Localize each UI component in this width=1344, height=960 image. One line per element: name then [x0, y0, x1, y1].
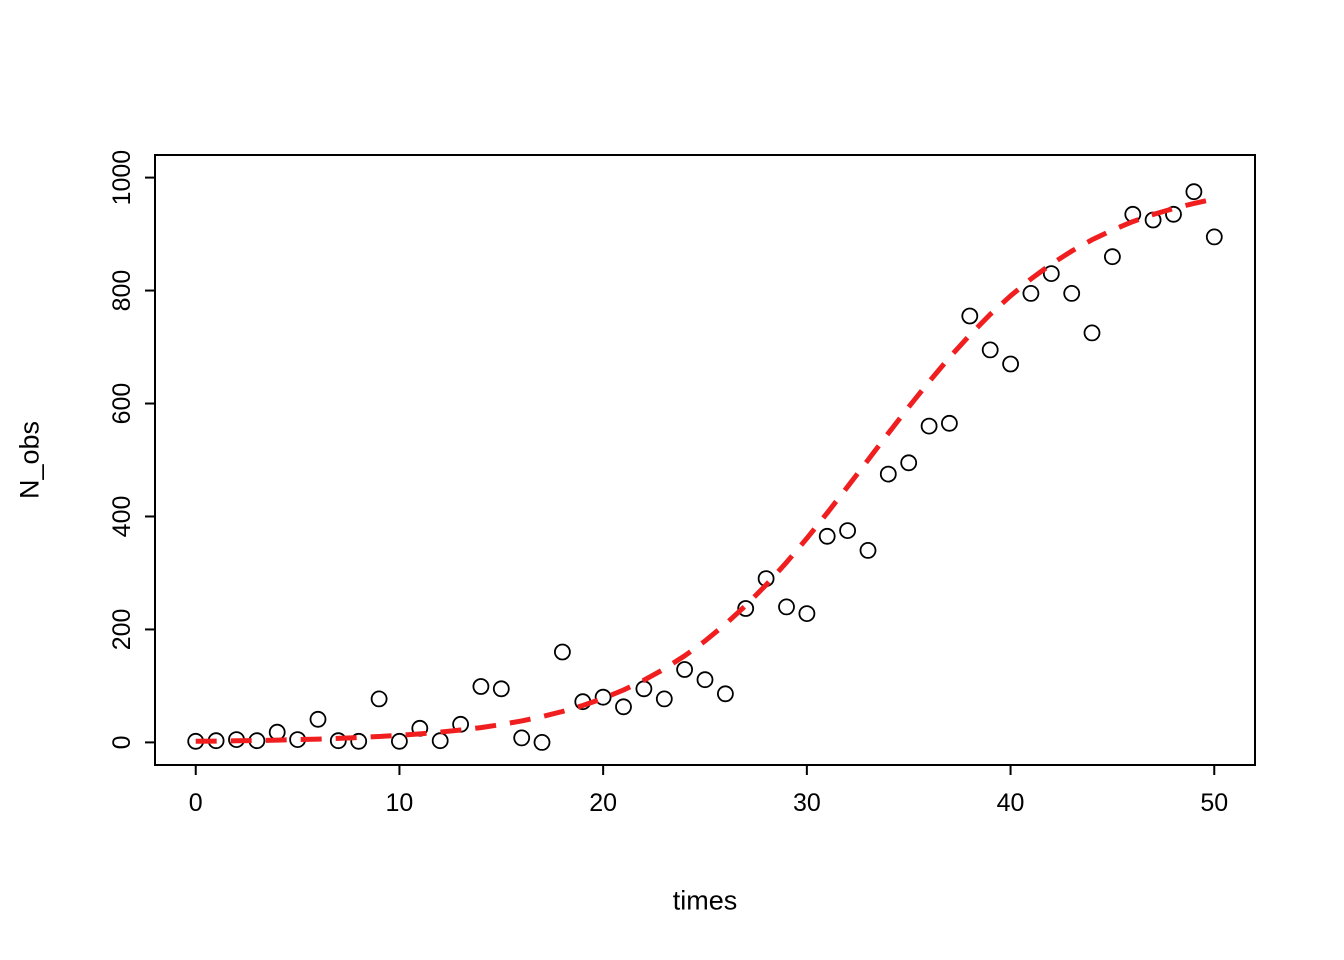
data-point: [554, 643, 571, 661]
y-tick-label: 800: [108, 270, 136, 312]
x-tick-label: 10: [386, 789, 414, 817]
x-tick-label: 40: [997, 789, 1025, 817]
data-point: [1002, 355, 1019, 373]
data-point: [900, 454, 918, 472]
data-point: [798, 605, 816, 622]
data-point: [492, 680, 510, 698]
data-point: [676, 661, 693, 678]
y-axis-label: N_obs: [14, 420, 45, 500]
y-tick-label: 200: [108, 609, 136, 651]
x-axis-label: times: [672, 885, 738, 916]
data-point: [635, 680, 653, 698]
fit-curve: [195, 196, 1215, 744]
data-point: [818, 527, 836, 545]
data-point: [1022, 284, 1040, 302]
data-point: [1165, 205, 1182, 223]
data-point: [961, 307, 979, 325]
data-point: [778, 598, 795, 616]
data-point: [1185, 183, 1203, 201]
data-point: [655, 690, 673, 708]
data-point: [309, 710, 327, 728]
data-point: [981, 341, 999, 359]
x-tick-label: 50: [1200, 789, 1228, 817]
data-point: [615, 698, 632, 716]
data-point: [696, 671, 714, 689]
data-point: [1083, 324, 1101, 342]
data-point: [268, 723, 286, 741]
data-point: [879, 465, 897, 483]
data-point: [1042, 265, 1060, 283]
data-point: [717, 685, 734, 703]
data-point: [370, 690, 388, 708]
y-tick-label: 1000: [108, 150, 136, 206]
x-tick-label: 30: [793, 789, 821, 817]
data-point: [472, 678, 490, 695]
data-point: [839, 522, 856, 539]
data-point: [1063, 284, 1081, 302]
data-point: [390, 732, 408, 750]
data-point: [431, 732, 449, 750]
data-point: [350, 732, 368, 750]
data-point: [941, 414, 958, 432]
y-tick-label: 600: [108, 383, 136, 425]
y-tick-label: 0: [108, 735, 136, 749]
y-tick-label: 400: [108, 496, 136, 538]
data-point: [594, 688, 612, 706]
plot-border: [154, 154, 1256, 766]
data-point: [533, 734, 551, 751]
data-point: [513, 729, 531, 747]
x-tick-label: 20: [589, 789, 617, 817]
x-tick-label: 0: [189, 789, 203, 817]
data-point: [737, 600, 755, 617]
data-point: [329, 732, 347, 750]
data-point: [859, 542, 877, 559]
data-point: [1205, 228, 1223, 246]
data-point: [920, 417, 938, 435]
data-point: [1104, 248, 1121, 266]
